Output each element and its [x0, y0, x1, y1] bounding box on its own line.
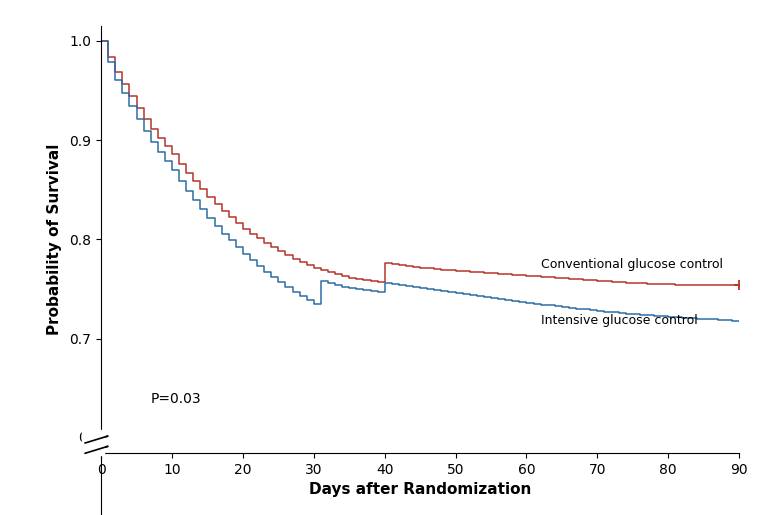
Bar	[82, 430, 104, 455]
Text: P=0.03: P=0.03	[151, 392, 202, 406]
Y-axis label: Probability of Survival: Probability of Survival	[47, 144, 62, 335]
Text: Conventional glucose control: Conventional glucose control	[541, 258, 723, 271]
X-axis label: Days after Randomization: Days after Randomization	[309, 483, 531, 497]
Text: 0.6: 0.6	[79, 431, 100, 445]
Text: Intensive glucose control: Intensive glucose control	[541, 315, 697, 328]
